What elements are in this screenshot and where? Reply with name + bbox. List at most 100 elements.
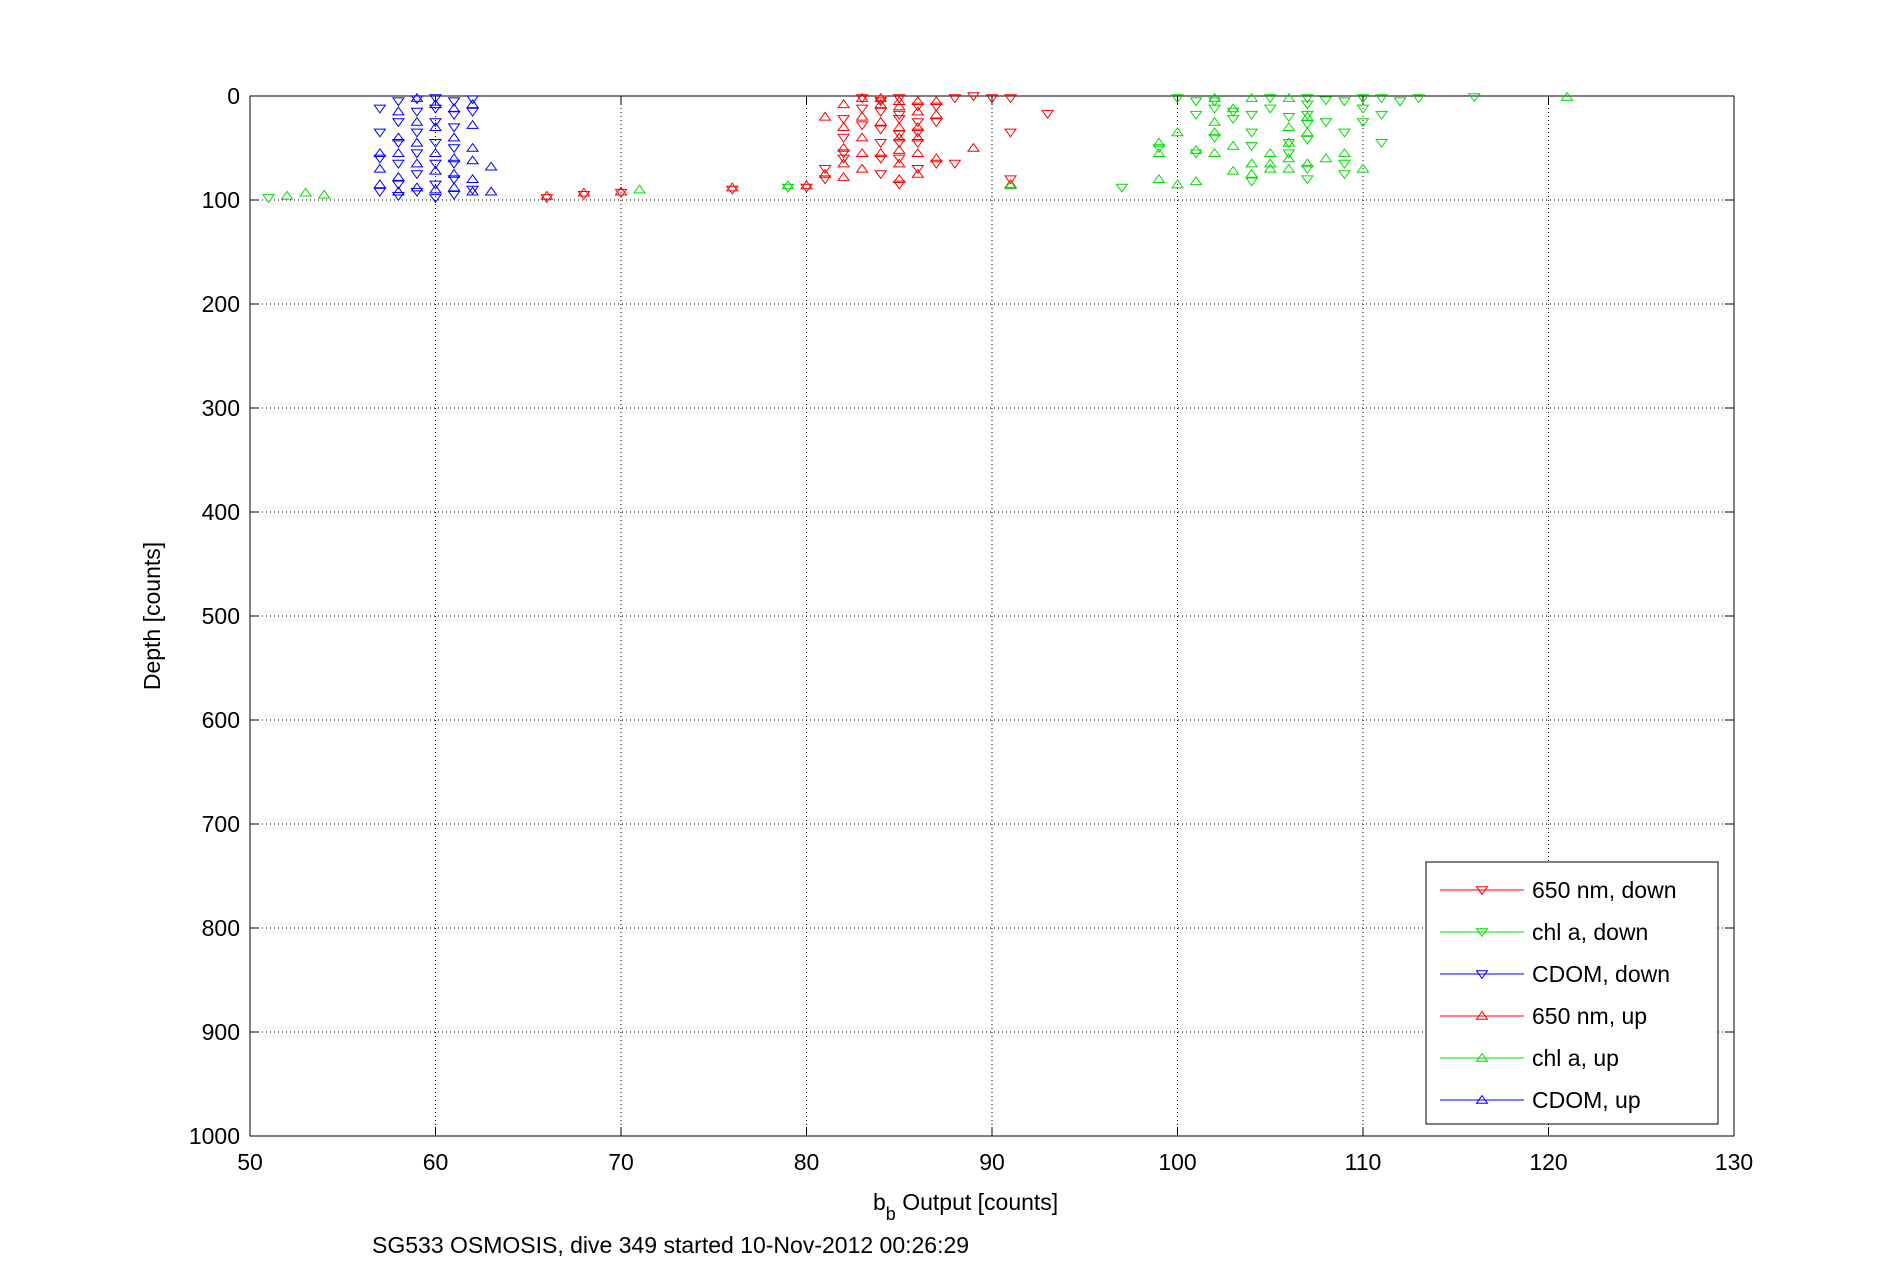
- data-point: [1319, 96, 1333, 106]
- data-point: [1319, 118, 1333, 128]
- data-point: [410, 158, 424, 168]
- data-point: [429, 121, 442, 131]
- data-point: [911, 121, 925, 131]
- data-point: [818, 168, 832, 178]
- data-point: [892, 144, 906, 154]
- data-point: [892, 115, 906, 125]
- data-point: [391, 192, 405, 202]
- data-point: [911, 165, 925, 175]
- data-point: [1004, 94, 1018, 104]
- data-point: [1412, 94, 1426, 104]
- data-point: [1319, 153, 1333, 163]
- data-point: [1356, 163, 1370, 173]
- y-tick-label: 600: [202, 707, 240, 733]
- data-point: [1041, 109, 1055, 119]
- legend-marker: [1475, 928, 1489, 938]
- data-point: [410, 128, 424, 138]
- data-point: [1375, 94, 1389, 104]
- data-point: [929, 102, 943, 112]
- data-point: [1356, 94, 1370, 104]
- data-point: [818, 175, 832, 185]
- data-point: [837, 99, 851, 109]
- data-point: [1300, 165, 1314, 175]
- data-point: [447, 144, 461, 154]
- data-point: [410, 95, 424, 105]
- data-point: [929, 95, 943, 105]
- data-point: [391, 147, 405, 157]
- data-point: [892, 132, 906, 142]
- legend-marker: [1475, 886, 1489, 896]
- data-point: [985, 94, 999, 104]
- data-point: [1152, 147, 1166, 157]
- data-point: [466, 186, 480, 196]
- data-point: [447, 175, 461, 185]
- data-point: [429, 165, 442, 175]
- data-point: [429, 180, 442, 190]
- data-point: [1337, 147, 1351, 157]
- y-tick-label: 800: [202, 915, 240, 941]
- series-2: [373, 94, 480, 204]
- data-point: [1189, 144, 1203, 154]
- data-point: [800, 180, 813, 190]
- data-point: [911, 102, 925, 112]
- data-point: [577, 191, 591, 201]
- y-tick-label: 200: [202, 291, 240, 317]
- data-point: [1356, 118, 1370, 128]
- data-point: [1282, 163, 1296, 173]
- data-point: [1208, 133, 1222, 143]
- legend-label: chl a, down: [1532, 919, 1648, 945]
- data-point: [892, 94, 906, 104]
- data-point: [1171, 127, 1184, 137]
- data-point: [874, 154, 888, 164]
- y-tick-label: 1000: [189, 1123, 240, 1149]
- x-tick-label: 100: [1158, 1149, 1196, 1175]
- x-tick-label: 120: [1529, 1149, 1567, 1175]
- data-point: [429, 194, 442, 204]
- data-point: [1300, 158, 1314, 168]
- axis-ticks: 50 60 70 80 90 100 110 120 130 0 100 200 300 400 500 60…: [189, 83, 1753, 1175]
- data-point: [373, 187, 387, 197]
- data-point: [1208, 116, 1222, 126]
- data-point: [1300, 120, 1314, 130]
- data-point: [781, 180, 795, 190]
- data-point: [855, 104, 869, 114]
- data-point: [911, 147, 925, 157]
- data-point: [929, 159, 943, 169]
- x-axis-label-subscript: b: [886, 1204, 896, 1224]
- data-point: [429, 99, 442, 109]
- data-point: [1171, 179, 1184, 189]
- data-point: [1189, 176, 1203, 186]
- data-point: [1263, 94, 1277, 104]
- data-point: [391, 159, 405, 169]
- data-point: [892, 95, 906, 105]
- data-point: [391, 106, 405, 116]
- data-point: [391, 139, 405, 149]
- data-point: [299, 187, 313, 197]
- data-point: [874, 116, 888, 126]
- data-point: [429, 118, 442, 128]
- data-point: [911, 118, 925, 128]
- data-point: [1152, 137, 1166, 147]
- data-point: [410, 170, 424, 180]
- data-point: [1337, 128, 1351, 138]
- data-point: [1375, 110, 1389, 120]
- data-point: [1208, 127, 1222, 137]
- data-point: [466, 107, 480, 117]
- data-point: [429, 147, 442, 157]
- data-point: [837, 115, 851, 125]
- data-point: [429, 139, 442, 149]
- data-point: [447, 97, 461, 107]
- data-point: [1263, 158, 1277, 168]
- data-point: [373, 128, 387, 138]
- data-point: [929, 118, 943, 128]
- data-point: [447, 103, 461, 113]
- data-point: [280, 190, 294, 200]
- legend-box: [1425, 861, 1719, 1125]
- data-point: [614, 186, 628, 196]
- data-point: [577, 187, 591, 197]
- data-point: [614, 188, 628, 198]
- data-point: [540, 194, 554, 204]
- legend: 650 nm, down chl a, down CDOM, down 650 nm,…: [1425, 861, 1719, 1125]
- data-point: [1300, 111, 1314, 121]
- data-point: [781, 183, 795, 193]
